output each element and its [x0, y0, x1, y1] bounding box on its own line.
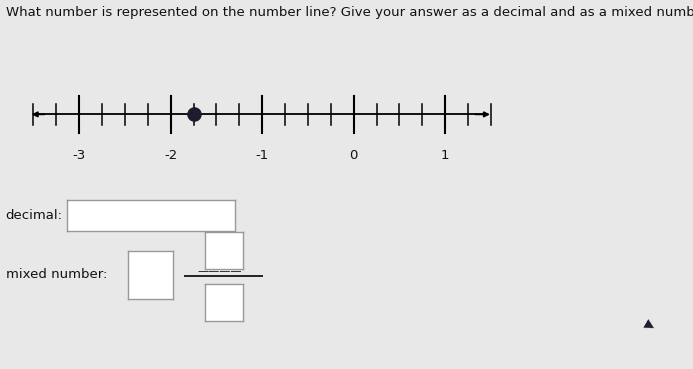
Text: -2: -2 — [164, 149, 177, 162]
Text: -3: -3 — [73, 149, 86, 162]
Text: -1: -1 — [256, 149, 269, 162]
Text: decimal:: decimal: — [6, 209, 62, 223]
Text: 0: 0 — [349, 149, 358, 162]
Text: ————: ———— — [198, 266, 242, 276]
Point — [188, 111, 199, 117]
Text: ▶: ▶ — [642, 317, 658, 333]
Text: mixed number:: mixed number: — [6, 268, 107, 282]
Text: What number is represented on the number line? Give your answer as a decimal and: What number is represented on the number… — [6, 6, 693, 18]
Text: 1: 1 — [441, 149, 450, 162]
